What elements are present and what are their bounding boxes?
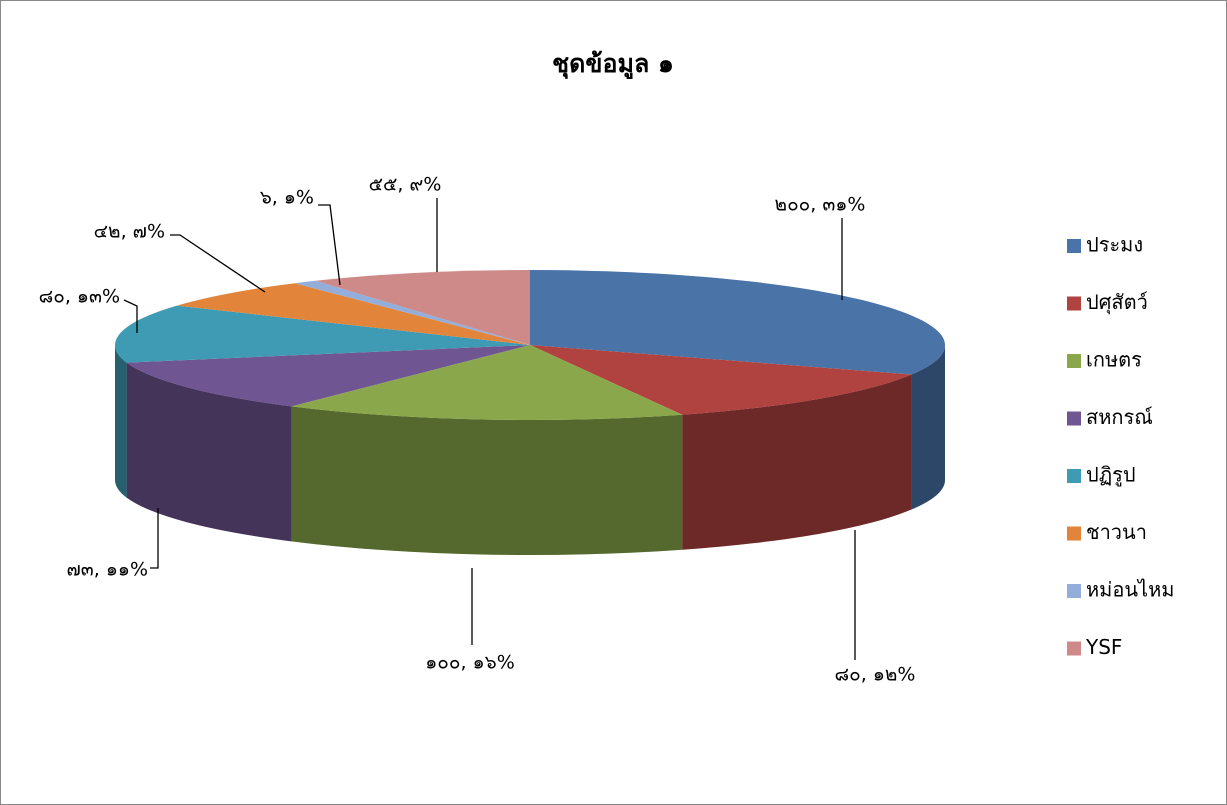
legend: ประมงปศุสัตว์เกษตรสหกรณ์ปฏิรูปชาวนาหม่อน…: [1067, 233, 1174, 659]
slice: [126, 345, 531, 407]
legend-label: ประมง: [1086, 233, 1143, 257]
legend-swatch: [1067, 239, 1081, 253]
slice-side: [911, 345, 945, 510]
slice: [176, 283, 531, 345]
data-labels: ๒๐๐, ๓๑% ๘๐, ๑๒% ๑๐๐, ๑๖% ๗๓, ๑๑% ๘๐, ๑๓% ๔๒,…: [39, 174, 916, 686]
slice-side-shade: [291, 406, 683, 555]
legend-swatch: [1067, 641, 1081, 656]
leader-line: [170, 234, 266, 293]
slice-side: [115, 345, 127, 498]
legend-label: ชาวนา: [1086, 520, 1147, 544]
leader-line: [150, 508, 159, 569]
data-label: ๒๐๐, ๓๑%: [775, 194, 866, 216]
legend-swatch: [1067, 296, 1081, 311]
data-label: ๔๒, ๗%: [94, 221, 165, 243]
legend-swatch: [1067, 526, 1081, 541]
data-label: ๘๐, ๑๒%: [835, 664, 916, 686]
legend-label: YSF: [1085, 635, 1122, 659]
legend-swatch: [1067, 354, 1081, 368]
slice-side-shade: [682, 374, 912, 550]
legend-label: หม่อนไหม: [1086, 578, 1174, 602]
pie-sides: [115, 345, 945, 555]
legend-swatch: [1067, 584, 1081, 598]
leader-line: [318, 204, 341, 286]
leader-line: [123, 299, 138, 333]
slice-side-shade: [911, 345, 945, 510]
data-label: ๘๐, ๑๓%: [39, 286, 120, 308]
slice: [315, 270, 530, 345]
slice: [291, 345, 683, 420]
data-label: ๗๓, ๑๑%: [66, 559, 148, 581]
slice: [294, 280, 530, 345]
data-label: ๖, ๑%: [260, 187, 314, 209]
legend-label: ปฏิรูป: [1086, 463, 1136, 488]
legend-label: สหกรณ์: [1086, 405, 1153, 429]
legend-label: ปศุสัตว์: [1086, 290, 1148, 315]
legend-label: เกษตร: [1086, 348, 1142, 372]
slice: [530, 270, 946, 375]
slice-side: [126, 362, 292, 542]
slice: [530, 345, 912, 415]
slice: [115, 305, 530, 363]
legend-swatch: [1067, 411, 1081, 426]
slice-side-shade: [115, 345, 127, 498]
data-label: ๕๕, ๙%: [369, 174, 442, 196]
pie-tops: [115, 270, 946, 420]
legend-swatch: [1067, 469, 1081, 483]
slice-side: [291, 406, 683, 555]
chart-title: ชุดข้อมูล ๑: [552, 49, 674, 80]
slice-side-shade: [126, 362, 292, 542]
data-label: ๑๐๐, ๑๖%: [425, 652, 515, 674]
slice-side: [682, 374, 912, 550]
